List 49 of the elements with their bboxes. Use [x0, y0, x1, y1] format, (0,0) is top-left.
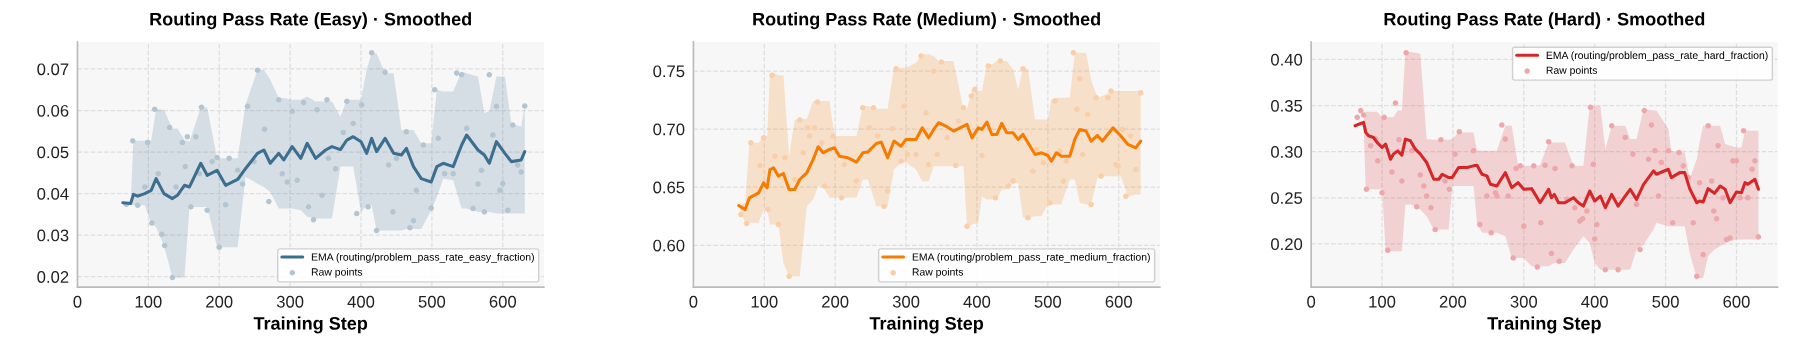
chart-title: Routing Pass Rate (Medium) · Smoothed — [753, 12, 1100, 30]
y-tick-label: 0.06 — [37, 104, 69, 117]
legend-label: Raw points — [1546, 66, 1598, 76]
x-tick-label: 600 — [1105, 295, 1132, 308]
x-tick-label: 300 — [1510, 295, 1538, 308]
y-tick-label: 0.02 — [37, 271, 69, 283]
x-tick-label: 600 — [1723, 295, 1750, 308]
x-tick-label: 400 — [347, 295, 375, 308]
legend-label: EMA (routing/problem_pass_rate_easy_fraction) — [311, 253, 534, 263]
x-tick-label: 200 — [1439, 295, 1467, 308]
y-tick-label: 0.20 — [1271, 238, 1303, 251]
legend-label: EMA (routing/problem_pass_rate_hard_fraction) — [1546, 51, 1768, 62]
x-tick-label: 0 — [689, 295, 698, 308]
x-tick-label: 200 — [206, 295, 233, 308]
y-tick-label: 0.25 — [1271, 192, 1303, 204]
x-tick-label: 600 — [489, 295, 517, 308]
x-tick-label: 0 — [73, 295, 82, 308]
y-tick-label: 0.40 — [1271, 53, 1303, 66]
y-tick-label: 0.07 — [37, 63, 69, 76]
x-tick-label: 100 — [1369, 295, 1396, 308]
x-tick-label: 0 — [1307, 295, 1316, 308]
y-tick-label: 0.35 — [1271, 99, 1303, 112]
y-tick-label: 0.05 — [37, 146, 69, 159]
x-tick-label: 400 — [963, 295, 991, 308]
x-axis-title: Training Step — [869, 316, 984, 334]
x-tick-label: 100 — [135, 295, 162, 308]
x-tick-label: 500 — [1652, 295, 1679, 308]
x-tick-label: 500 — [1034, 295, 1062, 308]
x-tick-label: 300 — [892, 295, 920, 308]
y-tick-label: 0.65 — [653, 181, 685, 194]
legend-label: Raw points — [311, 267, 363, 278]
legend-label: EMA (routing/problem_pass_rate_medium_fraction) — [912, 253, 1150, 263]
legend-label: Raw points — [912, 267, 964, 278]
line-series — [121, 133, 527, 206]
y-tick-label: 0.75 — [653, 65, 685, 78]
x-tick-label: 500 — [418, 295, 446, 308]
x-tick-label: 200 — [822, 295, 849, 308]
x-axis-title: Training Step — [253, 316, 368, 334]
chart-title: Routing Pass Rate (Hard) · Smoothed — [1384, 12, 1705, 30]
x-tick-label: 400 — [1581, 295, 1608, 308]
y-tick-label: 0.03 — [37, 229, 69, 242]
y-tick-label: 0.30 — [1271, 146, 1303, 158]
y-tick-label: 0.70 — [653, 123, 685, 136]
y-tick-label: 0.04 — [37, 188, 69, 200]
x-tick-label: 300 — [276, 295, 304, 308]
x-tick-label: 100 — [751, 295, 778, 308]
chart-title: Routing Pass Rate (Easy) · Smoothed — [150, 12, 472, 30]
x-axis-title: Training Step — [1487, 316, 1601, 334]
y-tick-label: 0.60 — [653, 239, 685, 252]
